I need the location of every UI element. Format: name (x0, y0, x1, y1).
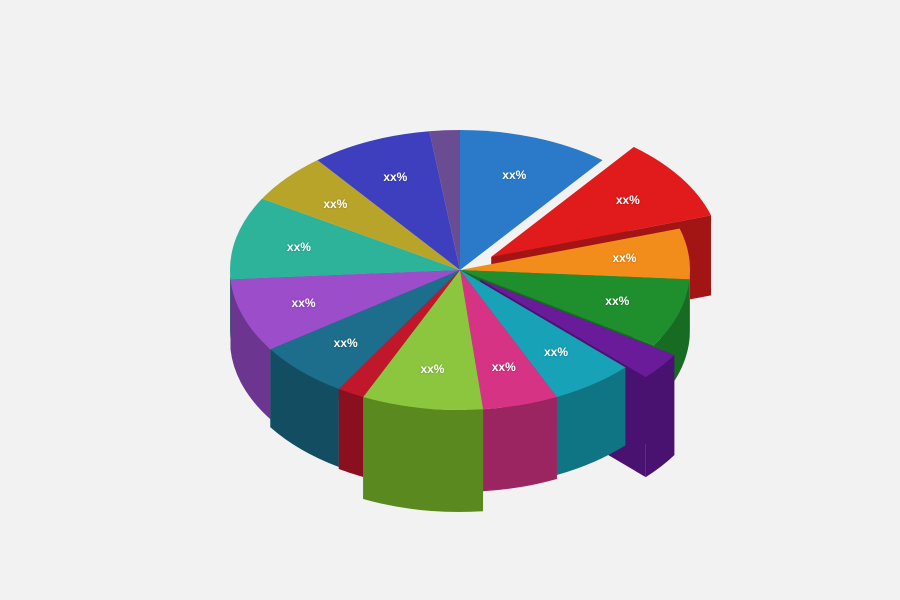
pie-slice-2-outer-wall (689, 270, 690, 339)
pie-slice-8-outer-wall (339, 389, 363, 477)
pie-3d-chart-svg (0, 0, 900, 600)
pie-tops (230, 130, 711, 410)
pie-slice-6-outer-wall (483, 397, 557, 491)
pie-3d-chart: xx%xx%xx%xx%xx%xx%xx%xx%xx%xx%xx%xx% (0, 0, 900, 600)
pie-slice-11-outer-wall (230, 270, 231, 339)
pie-slice-7-outer-wall (363, 397, 483, 512)
